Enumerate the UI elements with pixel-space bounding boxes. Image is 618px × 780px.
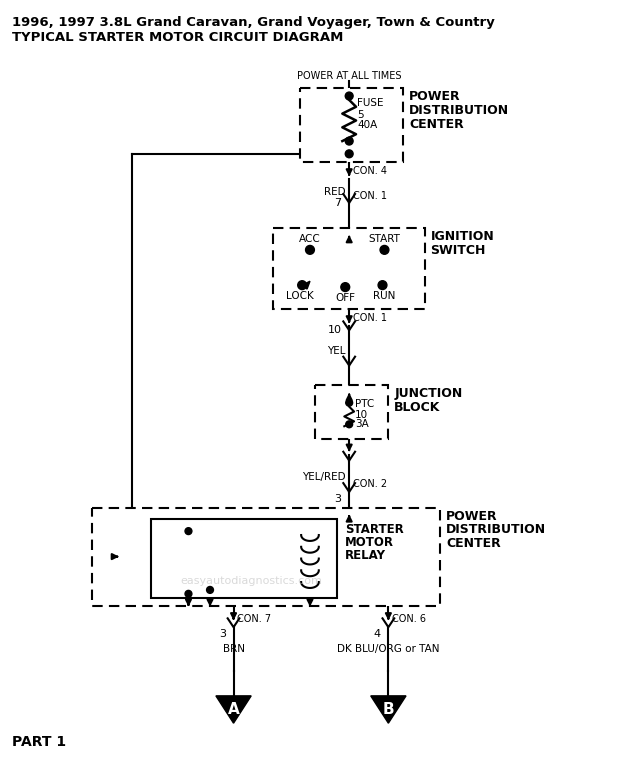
Text: START: START xyxy=(368,234,400,244)
Text: CON. 4: CON. 4 xyxy=(353,165,387,176)
Text: B: B xyxy=(383,701,394,717)
Text: 10: 10 xyxy=(328,325,341,335)
Text: CON. 7: CON. 7 xyxy=(237,615,271,624)
FancyBboxPatch shape xyxy=(300,88,403,161)
Text: 40A: 40A xyxy=(357,119,377,129)
Text: JUNCTION: JUNCTION xyxy=(394,387,462,400)
Text: CENTER: CENTER xyxy=(446,537,501,550)
Circle shape xyxy=(380,246,389,254)
Text: LOCK: LOCK xyxy=(286,291,314,301)
Text: BLOCK: BLOCK xyxy=(394,401,441,413)
Text: CON. 1: CON. 1 xyxy=(353,313,387,323)
Circle shape xyxy=(345,150,353,158)
Text: DK BLU/ORG or TAN: DK BLU/ORG or TAN xyxy=(337,644,439,654)
Text: A: A xyxy=(227,701,239,717)
Circle shape xyxy=(345,137,353,145)
Text: 7: 7 xyxy=(334,198,341,207)
Text: 3: 3 xyxy=(219,629,226,639)
FancyBboxPatch shape xyxy=(151,519,337,597)
Circle shape xyxy=(298,281,307,289)
Circle shape xyxy=(345,92,353,100)
Text: IGNITION: IGNITION xyxy=(431,230,494,243)
Polygon shape xyxy=(371,696,406,723)
Text: 4: 4 xyxy=(373,629,381,639)
Text: 1996, 1997 3.8L Grand Caravan, Grand Voyager, Town & Country: 1996, 1997 3.8L Grand Caravan, Grand Voy… xyxy=(12,16,495,29)
Text: ACC: ACC xyxy=(299,234,321,244)
Text: POWER AT ALL TIMES: POWER AT ALL TIMES xyxy=(297,71,402,81)
Text: CON. 1: CON. 1 xyxy=(353,191,387,201)
Text: OFF: OFF xyxy=(335,293,355,303)
Text: CENTER: CENTER xyxy=(409,118,464,130)
Text: CON. 6: CON. 6 xyxy=(392,615,426,624)
Text: easyautodiagnostics.com: easyautodiagnostics.com xyxy=(180,576,322,586)
Circle shape xyxy=(345,421,353,427)
Text: RELAY: RELAY xyxy=(345,549,386,562)
Text: RUN: RUN xyxy=(373,291,396,301)
Text: 3A: 3A xyxy=(355,420,369,430)
Text: POWER: POWER xyxy=(446,509,498,523)
Polygon shape xyxy=(216,696,251,723)
Text: YEL: YEL xyxy=(327,346,345,356)
Text: PTC: PTC xyxy=(355,399,375,409)
Polygon shape xyxy=(302,282,310,289)
FancyBboxPatch shape xyxy=(315,385,388,439)
Text: YEL/RED: YEL/RED xyxy=(302,473,345,482)
Text: DISTRIBUTION: DISTRIBUTION xyxy=(446,523,546,537)
Text: SWITCH: SWITCH xyxy=(431,244,486,257)
Text: CON. 2: CON. 2 xyxy=(353,479,387,489)
Circle shape xyxy=(185,590,192,597)
Circle shape xyxy=(305,246,315,254)
Circle shape xyxy=(341,282,350,292)
FancyBboxPatch shape xyxy=(93,508,440,605)
Text: STARTER: STARTER xyxy=(345,523,404,537)
Text: RED: RED xyxy=(324,187,345,197)
Text: 10: 10 xyxy=(355,410,368,420)
Text: MOTOR: MOTOR xyxy=(345,536,394,549)
Text: DISTRIBUTION: DISTRIBUTION xyxy=(409,104,509,117)
Text: 5: 5 xyxy=(357,110,363,119)
Text: FUSE: FUSE xyxy=(357,98,384,108)
Text: TYPICAL STARTER MOTOR CIRCUIT DIAGRAM: TYPICAL STARTER MOTOR CIRCUIT DIAGRAM xyxy=(12,31,344,44)
Circle shape xyxy=(378,281,387,289)
Text: PART 1: PART 1 xyxy=(12,735,66,749)
Circle shape xyxy=(345,399,353,406)
FancyBboxPatch shape xyxy=(273,229,425,309)
Text: 3: 3 xyxy=(334,494,341,504)
Circle shape xyxy=(206,587,213,594)
Circle shape xyxy=(185,528,192,534)
Text: POWER: POWER xyxy=(409,90,460,103)
Text: BRN: BRN xyxy=(222,644,245,654)
